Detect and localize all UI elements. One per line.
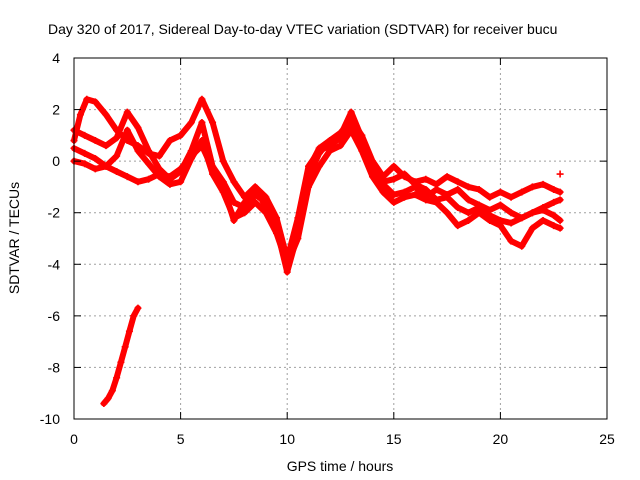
y-tick-label: -2 bbox=[48, 205, 61, 221]
series-track-a bbox=[70, 95, 564, 273]
x-tick-label: 15 bbox=[386, 431, 402, 447]
series-short-descent bbox=[100, 304, 142, 408]
plot-frame bbox=[73, 57, 608, 420]
y-tick-label: -4 bbox=[48, 256, 61, 272]
y-tick-label: -8 bbox=[48, 359, 61, 375]
x-tick-label: 5 bbox=[177, 431, 185, 447]
series-trace bbox=[100, 305, 141, 407]
y-tick-label: -10 bbox=[40, 411, 60, 427]
tick-labels: 0 5 10 15 20 25 -10 -8 -6 -4 -2 0 2 4 bbox=[40, 50, 615, 447]
data-point bbox=[556, 170, 564, 178]
series-late-point bbox=[556, 170, 564, 178]
series-trace bbox=[71, 127, 564, 268]
data-points bbox=[70, 95, 564, 408]
x-tick-label: 10 bbox=[279, 431, 295, 447]
grid bbox=[74, 58, 607, 419]
series-track-d bbox=[70, 121, 564, 263]
series-trace bbox=[71, 122, 564, 263]
y-tick-label: 2 bbox=[52, 102, 60, 118]
ticks bbox=[73, 57, 608, 420]
series-trace bbox=[71, 96, 564, 273]
x-tick-label: 20 bbox=[493, 431, 509, 447]
series-track-b bbox=[70, 108, 564, 276]
y-tick-label: 4 bbox=[52, 50, 60, 66]
y-tick-label: 0 bbox=[52, 153, 60, 169]
y-axis-title: SDTVAR / TECUs bbox=[6, 182, 22, 294]
x-tick-label: 25 bbox=[599, 431, 615, 447]
x-tick-label: 0 bbox=[70, 431, 78, 447]
y-tick-label: -6 bbox=[48, 308, 61, 324]
x-axis-title: GPS time / hours bbox=[287, 458, 394, 474]
chart-title: Day 320 of 2017, Sidereal Day-to-day VTE… bbox=[48, 21, 557, 37]
